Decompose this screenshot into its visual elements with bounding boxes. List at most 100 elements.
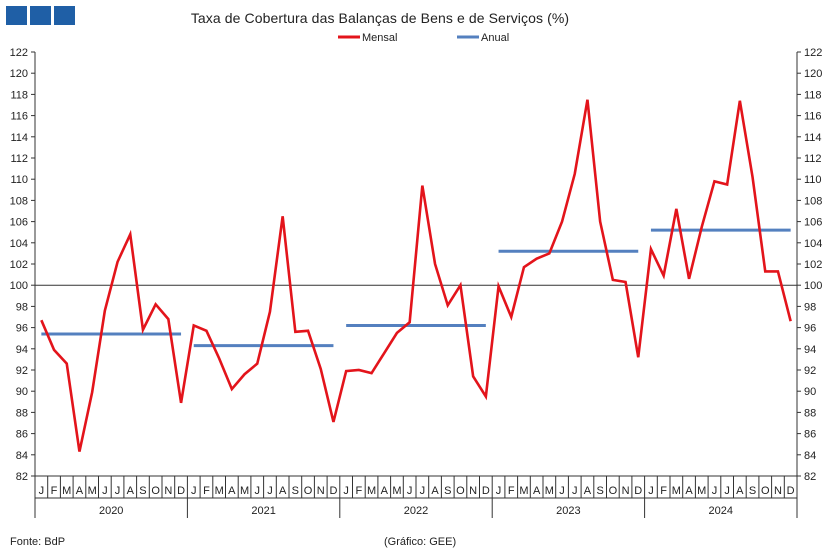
month-tick-label: D: [177, 485, 185, 497]
y-tick-label-left: 108: [10, 195, 28, 207]
month-tick-label: J: [267, 485, 273, 497]
y-tick-label-right: 112: [804, 153, 822, 165]
month-tick-label: O: [151, 485, 160, 497]
logo-block: [30, 6, 51, 25]
y-tick-label-right: 104: [804, 238, 822, 250]
chart-title: Taxa de Cobertura das Balanças de Bens e…: [190, 10, 570, 26]
month-tick-label: N: [164, 485, 172, 497]
month-tick-label: S: [139, 485, 146, 497]
y-tick-label-left: 102: [10, 259, 28, 271]
y-tick-label-left: 88: [16, 407, 28, 419]
y-tick-label-left: 90: [16, 386, 28, 398]
month-tick-label: A: [685, 485, 693, 497]
month-tick-label: N: [622, 485, 630, 497]
month-tick-label: J: [712, 485, 718, 497]
month-tick-label: J: [496, 485, 502, 497]
y-tick-label-left: 110: [10, 174, 28, 186]
legend-label-mensal: Mensal: [362, 32, 397, 44]
y-tick-label-right: 118: [804, 89, 822, 101]
month-tick-label: A: [279, 485, 287, 497]
year-label: 2023: [556, 505, 580, 517]
logo-block: [54, 6, 75, 25]
logo-block: [6, 6, 27, 25]
month-tick-label: J: [572, 485, 578, 497]
month-tick-label: M: [367, 485, 376, 497]
month-tick-label: M: [519, 485, 528, 497]
month-tick-label: M: [88, 485, 97, 497]
y-tick-label-left: 82: [16, 471, 28, 483]
month-tick-label: D: [787, 485, 795, 497]
y-tick-label-right: 94: [804, 344, 816, 356]
month-tick-label: S: [749, 485, 756, 497]
month-tick-label: A: [736, 485, 744, 497]
logo: [6, 6, 75, 25]
y-tick-label-left: 118: [10, 89, 28, 101]
y-tick-label-left: 114: [10, 132, 28, 144]
y-tick-label-right: 100: [804, 280, 822, 292]
month-tick-label: N: [774, 485, 782, 497]
month-tick-label: O: [456, 485, 465, 497]
y-tick-label-left: 106: [10, 217, 28, 229]
y-tick-label-right: 120: [804, 68, 822, 80]
chart-credit: (Gráfico: GEE): [384, 536, 457, 548]
year-label: 2024: [709, 505, 733, 517]
month-tick-label: D: [329, 485, 337, 497]
y-tick-label-left: 120: [10, 68, 28, 80]
month-tick-label: A: [533, 485, 541, 497]
month-tick-label: J: [102, 485, 108, 497]
y-tick-label-right: 106: [804, 217, 822, 229]
y-tick-label-left: 122: [10, 47, 28, 59]
month-tick-label: J: [343, 485, 349, 497]
year-label: 2022: [404, 505, 428, 517]
year-label: 2020: [99, 505, 123, 517]
y-tick-label-left: 98: [16, 301, 28, 313]
year-label: 2021: [251, 505, 275, 517]
y-tick-label-right: 102: [804, 259, 822, 271]
month-tick-label: M: [392, 485, 401, 497]
month-tick-label: A: [584, 485, 592, 497]
y-tick-label-right: 114: [804, 132, 822, 144]
legend-label-anual: Anual: [481, 32, 509, 44]
month-tick-label: F: [508, 485, 515, 497]
month-tick-label: J: [724, 485, 730, 497]
y-tick-label-right: 110: [804, 174, 822, 186]
month-tick-label: J: [255, 485, 261, 497]
y-tick-label-right: 122: [804, 47, 822, 59]
month-tick-label: O: [761, 485, 770, 497]
y-tick-label-right: 90: [804, 386, 816, 398]
month-tick-label: M: [672, 485, 681, 497]
month-tick-label: F: [51, 485, 58, 497]
month-tick-label: D: [634, 485, 642, 497]
month-tick-label: N: [317, 485, 325, 497]
y-tick-label-right: 116: [804, 111, 822, 123]
month-tick-label: O: [609, 485, 618, 497]
month-tick-label: A: [76, 485, 84, 497]
month-tick-label: A: [127, 485, 135, 497]
month-tick-label: D: [482, 485, 490, 497]
y-tick-label-left: 112: [10, 153, 28, 165]
y-tick-label-left: 116: [10, 111, 28, 123]
y-tick-label-right: 86: [804, 429, 816, 441]
month-tick-label: M: [697, 485, 706, 497]
y-tick-label-right: 82: [804, 471, 816, 483]
y-tick-label-right: 84: [804, 450, 816, 462]
y-tick-label-left: 92: [16, 365, 28, 377]
y-tick-label-left: 100: [10, 280, 28, 292]
month-tick-label: S: [444, 485, 451, 497]
month-tick-label: J: [115, 485, 121, 497]
month-tick-label: J: [420, 485, 426, 497]
source-note: Fonte: BdP: [10, 536, 66, 548]
y-tick-label-left: 96: [16, 323, 28, 335]
y-tick-label-right: 96: [804, 323, 816, 335]
y-tick-label-left: 84: [16, 450, 28, 462]
y-tick-label-left: 86: [16, 429, 28, 441]
month-tick-label: M: [215, 485, 224, 497]
month-tick-label: M: [62, 485, 71, 497]
month-tick-label: J: [648, 485, 654, 497]
month-tick-label: F: [203, 485, 210, 497]
month-tick-label: A: [228, 485, 236, 497]
month-tick-label: S: [292, 485, 299, 497]
y-tick-label-right: 108: [804, 195, 822, 207]
month-tick-label: A: [431, 485, 439, 497]
